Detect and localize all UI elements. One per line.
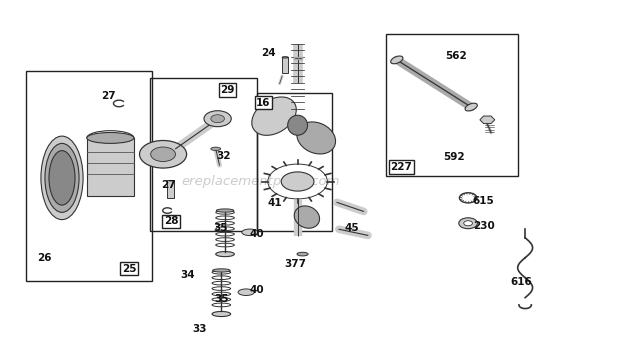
Bar: [167, 180, 174, 198]
Ellipse shape: [288, 115, 308, 135]
Ellipse shape: [41, 136, 83, 220]
Ellipse shape: [242, 229, 258, 236]
Text: 592: 592: [444, 152, 465, 162]
Ellipse shape: [465, 103, 477, 111]
Circle shape: [211, 115, 224, 123]
Polygon shape: [480, 116, 495, 123]
Text: 33: 33: [192, 323, 207, 334]
Ellipse shape: [282, 57, 288, 58]
Text: 29: 29: [220, 85, 235, 95]
Text: 32: 32: [216, 151, 231, 161]
Text: 562: 562: [445, 51, 467, 61]
Circle shape: [204, 111, 231, 127]
Ellipse shape: [216, 252, 234, 257]
Text: 230: 230: [472, 221, 495, 231]
Text: 35: 35: [213, 223, 228, 233]
Ellipse shape: [216, 209, 234, 212]
Bar: [87, 138, 134, 196]
Ellipse shape: [294, 206, 319, 228]
Text: 227: 227: [390, 162, 412, 172]
Ellipse shape: [45, 143, 79, 212]
Text: 24: 24: [261, 48, 276, 58]
Ellipse shape: [297, 122, 335, 154]
Bar: [257, 93, 332, 231]
Text: 34: 34: [180, 270, 195, 280]
Text: 26: 26: [37, 253, 52, 263]
Ellipse shape: [87, 132, 134, 143]
Bar: [386, 34, 518, 176]
Ellipse shape: [391, 56, 403, 64]
Text: 16: 16: [256, 98, 271, 108]
Circle shape: [140, 140, 187, 168]
Bar: [282, 57, 288, 73]
Ellipse shape: [212, 311, 231, 317]
Bar: [150, 78, 257, 231]
Circle shape: [459, 218, 477, 229]
Text: ereplacementparts.com: ereplacementparts.com: [181, 175, 340, 188]
Text: 41: 41: [267, 198, 282, 208]
Text: 27: 27: [161, 180, 176, 190]
Text: 616: 616: [510, 277, 532, 287]
Ellipse shape: [252, 97, 296, 135]
Text: 377: 377: [285, 259, 307, 269]
Ellipse shape: [211, 147, 221, 150]
Circle shape: [464, 221, 472, 226]
Circle shape: [281, 172, 314, 191]
Text: 40: 40: [250, 285, 265, 295]
Bar: [26, 71, 152, 281]
Text: 35: 35: [215, 294, 229, 304]
Text: 25: 25: [122, 264, 136, 274]
Text: 40: 40: [250, 229, 265, 239]
Ellipse shape: [297, 252, 308, 256]
Text: 615: 615: [472, 196, 495, 207]
Text: 45: 45: [345, 223, 360, 233]
Text: 27: 27: [101, 91, 116, 101]
Ellipse shape: [238, 289, 254, 295]
Ellipse shape: [49, 151, 75, 205]
Circle shape: [151, 147, 175, 162]
Text: 28: 28: [164, 216, 179, 227]
Ellipse shape: [213, 269, 230, 272]
